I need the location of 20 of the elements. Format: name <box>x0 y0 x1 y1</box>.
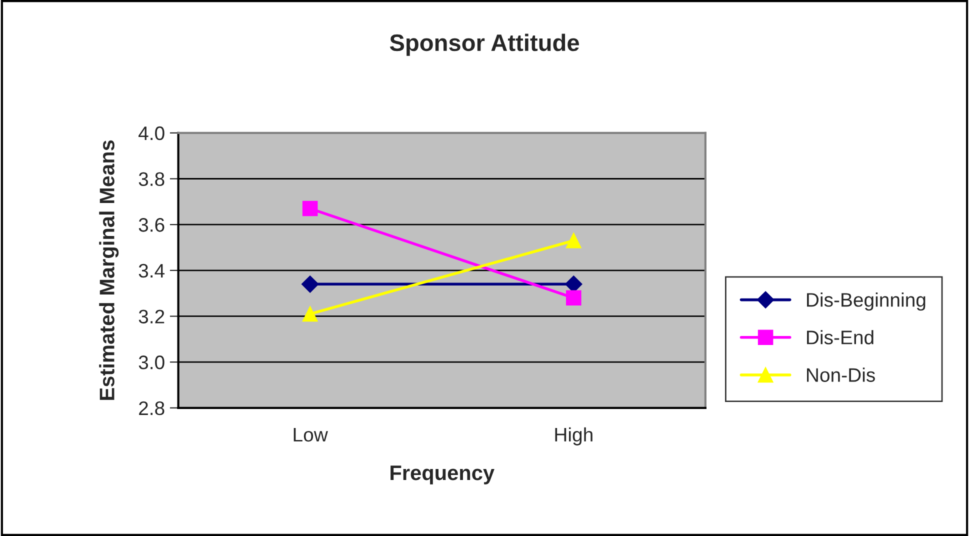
y-tick-label: 4.0 <box>138 126 164 140</box>
y-tick-label: 2.8 <box>139 401 164 416</box>
legend-label: Dis-Beginning <box>807 292 926 311</box>
y-tick-label: 3.2 <box>138 310 164 324</box>
x-tick-label: High <box>555 427 592 446</box>
y-tick-label: 3.6 <box>138 218 164 232</box>
y-tick-label: 3.4 <box>138 264 165 278</box>
chart-title: Sponsor Attitude <box>390 34 580 56</box>
point <box>302 276 319 293</box>
point <box>566 290 582 306</box>
y-axis-title: Estimated Marginal Means <box>99 140 119 400</box>
point <box>302 200 318 216</box>
legend-label: Dis-End <box>807 330 874 344</box>
legend-label: Non-Dis <box>807 368 875 382</box>
x-tick-label: Low <box>294 428 328 442</box>
point <box>302 306 318 322</box>
x-axis-title: Frequency <box>390 466 494 484</box>
y-tick-label: 3.8 <box>138 172 164 186</box>
point <box>566 232 582 248</box>
y-tick-label: 3.0 <box>138 356 164 370</box>
